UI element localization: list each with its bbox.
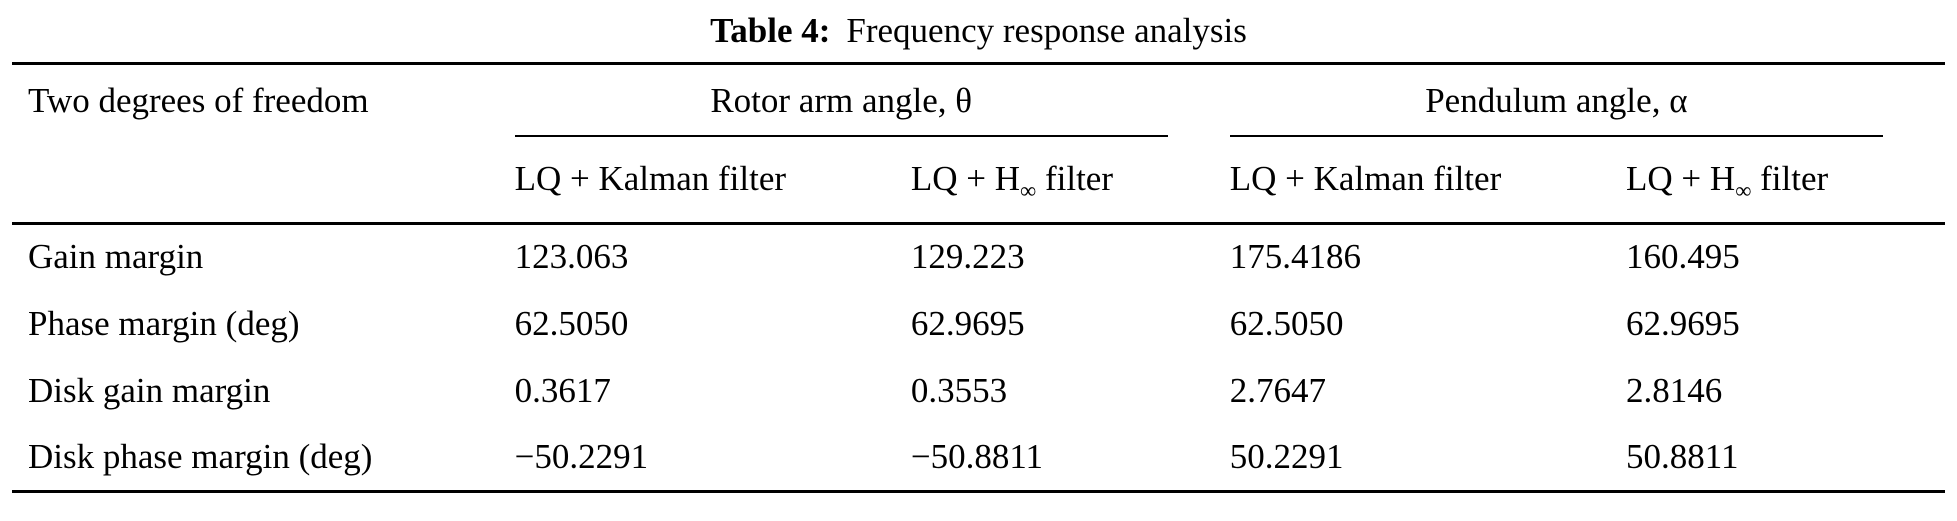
col-header-rotor-lq-kalman: LQ + Kalman filter [514,137,911,225]
col-header-text: LQ + Kalman filter [514,159,787,199]
stub-header: Two degrees of freedom [12,63,515,225]
table-cell: 62.5050 [514,303,629,343]
col-header-text: filter [1751,159,1829,199]
table-cell: 62.9695 [1626,303,1740,343]
column-header-row: LQ + Kalman filter LQ + H∞ filter LQ + K… [12,137,1945,225]
table-caption: Table 4: Frequency response analysis [12,8,1945,62]
table-cell: 0.3553 [910,370,1008,410]
table-cell: 0.3617 [514,370,611,410]
group-label-text: Rotor arm angle, [710,81,956,120]
col-header-pendulum-lq-hinf: LQ + H∞ filter [1626,137,1945,225]
table-cell: 50.8811 [1626,436,1739,476]
row-label: Phase margin (deg) [28,303,300,343]
table-cell: 129.223 [910,237,1025,277]
table-cell: 123.063 [514,237,629,277]
row-label: Disk gain margin [28,370,271,410]
table-caption-label: Table 4: [710,11,831,50]
row-label: Disk phase margin (deg) [28,436,373,476]
col-header-rotor-lq-hinf: LQ + H∞ filter [910,137,1230,225]
table-row-disk-gain-margin: Disk gain margin 0.3617 0.3553 2.7647 2.… [12,357,1945,424]
infinity-subscript: ∞ [1020,178,1037,204]
theta-symbol: θ [955,81,973,120]
col-header-text: LQ + H [910,159,1020,199]
table-cell: −50.8811 [910,436,1044,476]
group-header-pendulum-angle: Pendulum angle, α [1229,64,1945,137]
group-header-pendulum-label: Pendulum angle, α [1229,81,1883,137]
col-header-text: LQ + H [1626,159,1736,199]
frequency-response-table: Two degrees of freedom Rotor arm angle, … [12,62,1945,493]
infinity-subscript: ∞ [1735,178,1752,204]
table-cell: 62.5050 [1229,303,1344,343]
group-header-rotor-label: Rotor arm angle, θ [514,81,1168,137]
col-header-text: LQ + Kalman filter [1229,159,1502,199]
group-header-row: Two degrees of freedom Rotor arm angle, … [12,63,1945,225]
group-header-rotor-arm-angle: Rotor arm angle, θ [514,64,1230,137]
table-row-gain-margin: Gain margin 123.063 129.223 175.4186 160… [12,223,1945,290]
table-cell: −50.2291 [514,436,649,476]
table-cell: 62.9695 [910,303,1025,343]
table-cell: 175.4186 [1229,237,1362,277]
table-cell: 160.495 [1626,237,1740,277]
table-row-phase-margin: Phase margin (deg) 62.5050 62.9695 62.50… [12,290,1945,357]
table-cell: 2.7647 [1229,370,1327,410]
table-caption-title: Frequency response analysis [846,11,1247,50]
table-cell: 2.8146 [1626,370,1723,410]
table-cell: 50.2291 [1229,436,1344,476]
alpha-symbol: α [1669,81,1688,120]
col-header-text: filter [1036,159,1113,199]
group-label-text: Pendulum angle, [1425,81,1670,120]
table-row-disk-phase-margin: Disk phase margin (deg) −50.2291 −50.881… [12,424,1945,491]
row-label: Gain margin [28,237,204,277]
col-header-pendulum-lq-kalman: LQ + Kalman filter [1229,137,1627,225]
